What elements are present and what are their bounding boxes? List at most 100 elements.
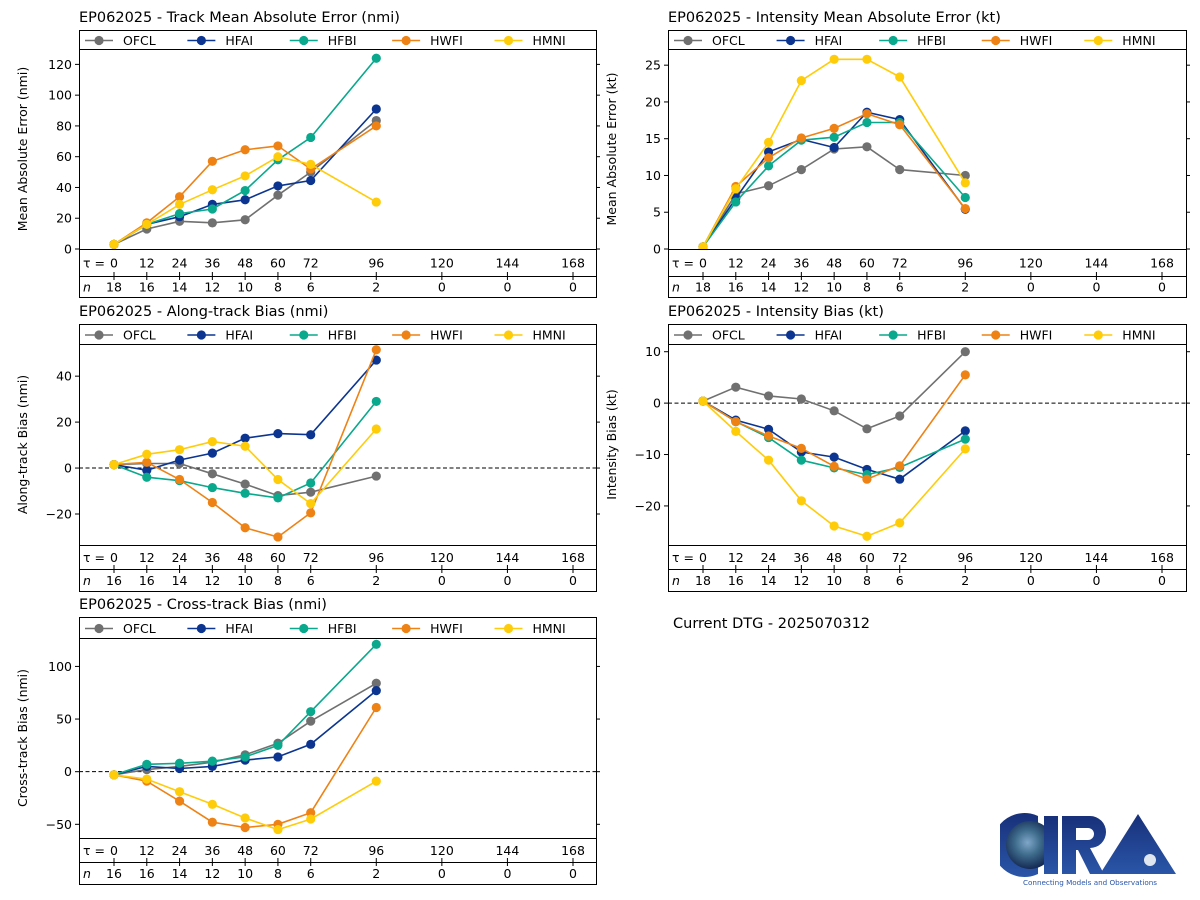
n-count-label: 12 bbox=[204, 866, 220, 881]
tau-tick-label: 144 bbox=[1084, 550, 1108, 565]
current-dtg-label: Current DTG - 2025070312 bbox=[673, 616, 871, 632]
data-point-hmni bbox=[207, 185, 217, 195]
n-count-label: 18 bbox=[695, 280, 711, 295]
y-tick-label: 20 bbox=[56, 211, 72, 226]
data-point-hwfi bbox=[960, 370, 970, 380]
series-line-ofcl bbox=[113, 119, 377, 246]
data-point-hwfi bbox=[273, 141, 283, 151]
data-point-hmni bbox=[829, 54, 839, 64]
n-count-label: 0 bbox=[1158, 280, 1166, 295]
data-point-hfai bbox=[829, 452, 839, 462]
legend-item-hfbi: HFBI bbox=[289, 621, 357, 636]
data-point-hmni bbox=[273, 474, 283, 485]
legend-marker bbox=[94, 35, 104, 46]
tau-tick-label: 72 bbox=[892, 550, 908, 565]
data-point-hmni bbox=[240, 441, 250, 451]
series-line-hfai bbox=[702, 111, 966, 248]
chart-intensity-mae: EP062025 - Intensity Mean Absolute Error… bbox=[604, 10, 1190, 298]
data-point-hfbi bbox=[240, 488, 250, 498]
legend-label: HWFI bbox=[430, 33, 463, 48]
legend-marker bbox=[401, 623, 411, 634]
data-point-hfai bbox=[240, 195, 250, 205]
series-line-hwfi bbox=[702, 374, 966, 481]
n-count-label: 6 bbox=[307, 573, 315, 588]
legend-item-hmni: HMNI bbox=[1084, 33, 1156, 48]
n-count-label: 16 bbox=[139, 866, 155, 881]
legend-marker bbox=[196, 623, 206, 634]
data-point-hwfi bbox=[829, 123, 839, 134]
data-point-hmni bbox=[273, 152, 283, 162]
tau-tick-label: 0 bbox=[110, 256, 118, 271]
legend-marker bbox=[785, 330, 796, 340]
data-point-hwfi bbox=[207, 497, 217, 508]
data-point-hwfi bbox=[796, 443, 806, 453]
data-point-hfbi bbox=[306, 132, 316, 143]
y-axis-label: Along-track Bias (nmi) bbox=[15, 375, 30, 514]
data-point-hwfi bbox=[306, 808, 316, 818]
legend-label: HMNI bbox=[533, 33, 566, 48]
n-count-label: 18 bbox=[695, 573, 711, 588]
tau-tick-label: 0 bbox=[110, 843, 118, 858]
data-point-hmni bbox=[371, 197, 381, 207]
data-point-hfbi bbox=[371, 639, 381, 649]
n-count-label: 14 bbox=[761, 573, 777, 588]
plot-area bbox=[698, 54, 970, 249]
legend-item-hfai: HFAI bbox=[187, 33, 253, 48]
series-line-hfai bbox=[113, 689, 377, 776]
n-count-label: 0 bbox=[1092, 280, 1100, 295]
series-line-hfbi bbox=[113, 400, 377, 499]
n-count-label: 10 bbox=[237, 573, 253, 588]
data-point-ofcl bbox=[731, 382, 741, 392]
tau-tick-label: 12 bbox=[139, 550, 155, 565]
n-count-label: 0 bbox=[1158, 573, 1166, 588]
series-line-hmni bbox=[702, 58, 966, 248]
legend-label: HWFI bbox=[430, 621, 463, 636]
data-point-ofcl bbox=[960, 347, 970, 357]
data-point-hmni bbox=[895, 518, 905, 528]
data-point-hwfi bbox=[796, 133, 806, 143]
y-tick-label: 10 bbox=[645, 168, 661, 183]
tau-tick-label: 24 bbox=[761, 256, 777, 271]
legend-item-hmni: HMNI bbox=[494, 621, 566, 636]
n-count-label: 8 bbox=[863, 573, 871, 588]
legend-label: HFBI bbox=[917, 33, 946, 48]
legend-item-hfai: HFAI bbox=[776, 328, 842, 343]
legend-item-hwfi: HWFI bbox=[392, 33, 463, 48]
tau-tick-label: 0 bbox=[110, 550, 118, 565]
data-point-hmni bbox=[306, 499, 316, 509]
tau-tick-label: 60 bbox=[859, 550, 875, 565]
n-count-label: 2 bbox=[372, 866, 380, 881]
tau-tick-label: 0 bbox=[699, 550, 707, 565]
legend-label: OFCL bbox=[123, 328, 156, 343]
data-point-hmni bbox=[862, 531, 872, 541]
tau-prefix-label: τ = bbox=[83, 843, 105, 858]
legend-label: HMNI bbox=[1122, 328, 1155, 343]
legend-marker bbox=[503, 35, 514, 46]
data-point-ofcl bbox=[273, 190, 283, 200]
data-point-ofcl bbox=[796, 164, 806, 175]
tau-tick-label: 96 bbox=[957, 256, 973, 271]
data-point-hfbi bbox=[796, 455, 806, 465]
n-count-label: 0 bbox=[438, 280, 446, 295]
n-count-label: 16 bbox=[139, 573, 155, 588]
axes-frame bbox=[79, 324, 597, 592]
data-point-hfbi bbox=[142, 472, 152, 482]
chart-title: EP062025 - Track Mean Absolute Error (nm… bbox=[79, 10, 400, 26]
data-point-ofcl bbox=[763, 391, 774, 401]
series-line-hmni bbox=[702, 400, 966, 538]
legend-item-hfbi: HFBI bbox=[879, 328, 946, 343]
tau-tick-label: 48 bbox=[826, 550, 842, 565]
legend-item-hmni: HMNI bbox=[1084, 328, 1156, 343]
n-count-label: 8 bbox=[274, 280, 282, 295]
data-point-ofcl bbox=[306, 487, 316, 497]
y-tick-label: 25 bbox=[645, 58, 661, 73]
legend-label: OFCL bbox=[712, 328, 745, 343]
tau-tick-label: 60 bbox=[270, 843, 286, 858]
data-point-hmni bbox=[240, 813, 250, 823]
legend-marker bbox=[683, 35, 693, 46]
data-point-hwfi bbox=[763, 153, 774, 163]
data-point-hfai bbox=[306, 739, 316, 749]
data-point-hmni bbox=[240, 171, 250, 181]
legend-item-hmni: HMNI bbox=[494, 328, 566, 343]
n-prefix-label: n bbox=[83, 866, 91, 881]
